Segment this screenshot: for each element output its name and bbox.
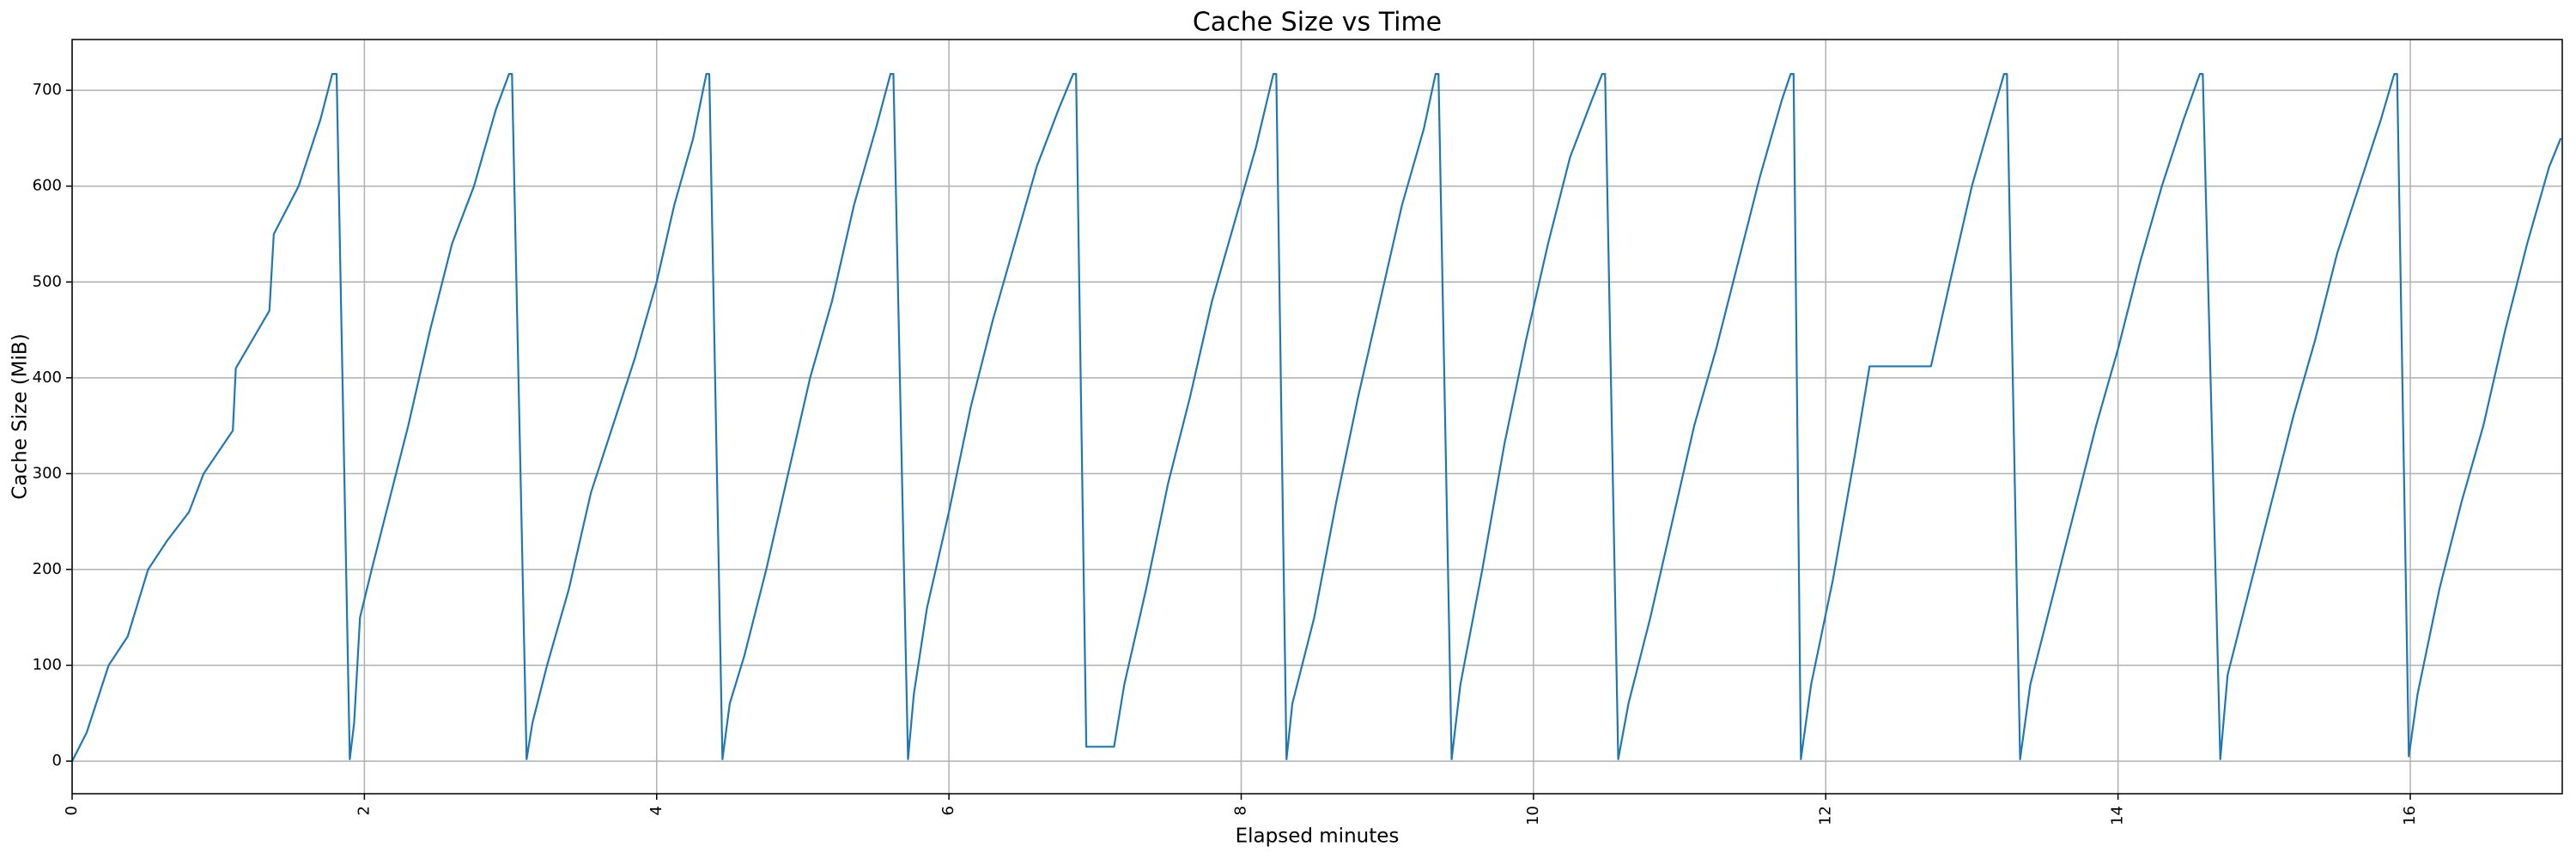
x-tick-label: 4	[647, 806, 665, 815]
data-line	[71, 73, 2562, 762]
y-tick-label: 300	[33, 464, 62, 482]
y-tick-label: 600	[33, 177, 62, 195]
x-tick-label: 0	[63, 806, 81, 815]
y-axis-label: Cache Size (MiB)	[9, 333, 32, 499]
x-tick-label: 16	[2401, 806, 2419, 825]
y-tick-label: 400	[33, 369, 62, 387]
y-tick-label: 700	[33, 81, 62, 99]
x-tick-label: 6	[939, 806, 957, 815]
x-tick-label: 10	[1524, 806, 1542, 825]
x-tick-label: 14	[2109, 806, 2127, 825]
x-axis-label: Elapsed minutes	[1236, 825, 1400, 848]
y-tick-label: 0	[52, 752, 62, 770]
x-tick-label: 2	[355, 806, 373, 815]
y-tick-label: 500	[33, 272, 62, 290]
plot-frame	[71, 39, 2563, 795]
chart-title: Cache Size vs Time	[1193, 8, 1442, 38]
x-tick-label: 8	[1232, 806, 1250, 815]
y-tick-label: 200	[33, 560, 62, 578]
x-tick-label: 12	[1816, 806, 1834, 825]
y-tick-label: 100	[33, 656, 62, 674]
